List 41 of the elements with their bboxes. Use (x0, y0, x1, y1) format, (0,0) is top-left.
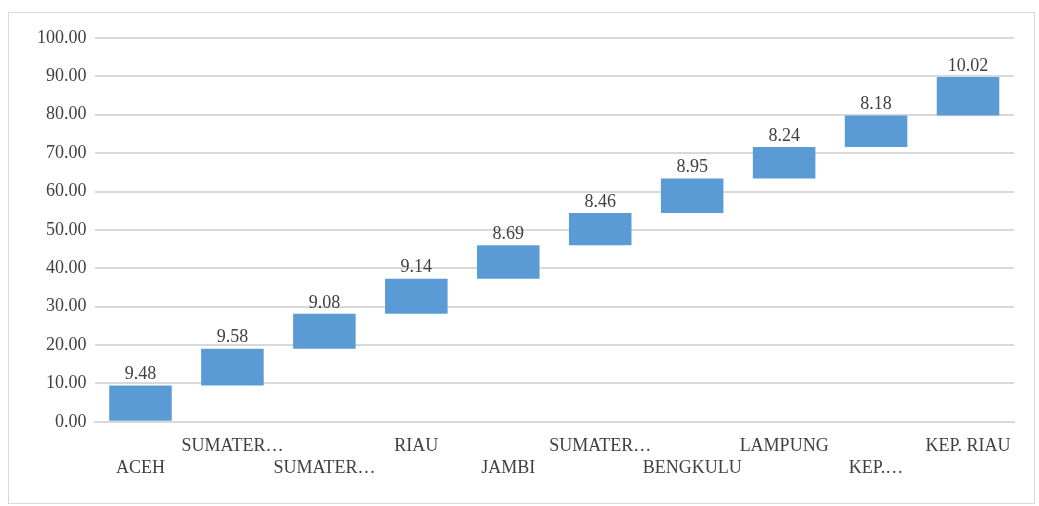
data-label: 8.24 (768, 124, 800, 145)
data-label: 8.95 (676, 156, 708, 177)
x-tick-label: ACEH (115, 456, 165, 477)
bar (201, 348, 264, 386)
bar (109, 385, 172, 421)
data-label: 9.14 (400, 256, 433, 277)
bar (293, 313, 356, 349)
y-tick-label: 80.00 (46, 103, 87, 124)
x-tick-label: JAMBI (481, 456, 536, 477)
y-tick-label: 0.00 (55, 410, 87, 431)
data-label: 8.18 (860, 93, 892, 114)
y-tick-label: 20.00 (46, 333, 87, 354)
y-tick-label: 40.00 (46, 257, 87, 278)
y-tick-label: 70.00 (46, 141, 87, 162)
bar (752, 146, 816, 179)
x-tick-label: KEP.… (848, 456, 904, 477)
y-tick-label: 100.00 (37, 26, 87, 47)
x-tick-label: SUMATER… (181, 435, 284, 456)
y-tick-label: 60.00 (46, 180, 87, 201)
data-label: 8.69 (492, 223, 525, 244)
data-label: 10.02 (947, 54, 989, 75)
x-tick-label: SUMATER… (273, 456, 376, 477)
bar (385, 278, 448, 314)
x-tick-label: RIAU (394, 435, 439, 456)
bar (936, 77, 1000, 116)
x-tick-label: KEP. RIAU (925, 435, 1011, 456)
data-label: 9.48 (124, 363, 157, 384)
bar (844, 115, 908, 147)
x-tick-label: LAMPUNG (739, 435, 829, 456)
y-tick-label: 90.00 (46, 65, 87, 86)
x-tick-label: BENGKULU (642, 456, 742, 477)
data-label: 9.58 (216, 326, 249, 347)
y-tick-label: 10.00 (46, 372, 87, 393)
data-label: 9.08 (308, 291, 341, 312)
data-label: 8.46 (584, 190, 616, 211)
bar (568, 212, 632, 246)
bar (660, 178, 724, 213)
bar (477, 245, 540, 279)
x-tick-label: SUMATER… (549, 435, 652, 456)
y-tick-label: 50.00 (46, 218, 87, 239)
y-tick-label: 30.00 (46, 295, 87, 316)
